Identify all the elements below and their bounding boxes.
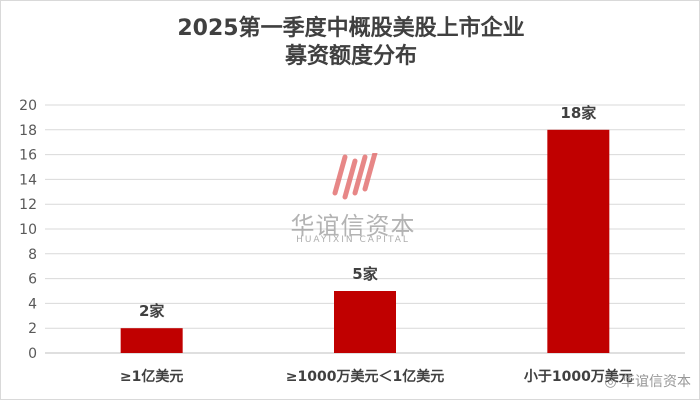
y-tick-label: 4 xyxy=(28,296,37,312)
logo-stroke xyxy=(352,154,368,196)
watermark-logo-icon xyxy=(332,153,378,200)
weibo-icon: ◎ xyxy=(604,374,617,390)
data-label: 5家 xyxy=(352,265,377,283)
logo-stroke xyxy=(332,154,348,196)
chart-title-line2: 募资额度分布 xyxy=(284,44,417,69)
watermark-text-cn: 华谊信资本 xyxy=(290,212,416,240)
chart-title: 2025第一季度中概股美股上市企业 募资额度分布 xyxy=(1,15,700,71)
y-tick-label: 18 xyxy=(19,123,37,139)
x-tick-label: ≥1亿美元 xyxy=(120,368,183,385)
watermark-text-en: HUAYIXIN CAPITAL xyxy=(296,235,410,245)
y-tick-label: 12 xyxy=(19,197,37,213)
x-tick-label: 小于1000万美元 xyxy=(524,368,633,385)
y-tick-label: 2 xyxy=(28,321,37,337)
y-tick-label: 14 xyxy=(19,172,37,188)
logo-stroke xyxy=(342,158,358,200)
y-tick-label: 10 xyxy=(19,222,37,238)
y-tick-label: 20 xyxy=(19,98,37,114)
bar xyxy=(120,328,183,353)
y-tick-label: 6 xyxy=(28,272,37,288)
data-label: 2家 xyxy=(139,302,164,320)
x-tick-label: ≥1000万美元＜1亿美元 xyxy=(286,368,444,385)
corner-watermark: ◎ 华谊信资本 xyxy=(604,371,691,391)
chart-title-line1: 2025第一季度中概股美股上市企业 xyxy=(177,16,525,41)
data-label: 18家 xyxy=(560,104,596,122)
y-tick-label: 0 xyxy=(28,346,37,362)
corner-watermark-text: 华谊信资本 xyxy=(621,374,691,390)
bar xyxy=(547,129,610,353)
bar xyxy=(334,291,396,353)
y-tick-label: 16 xyxy=(19,148,37,164)
y-tick-label: 8 xyxy=(28,247,37,263)
logo-stroke xyxy=(362,153,378,192)
